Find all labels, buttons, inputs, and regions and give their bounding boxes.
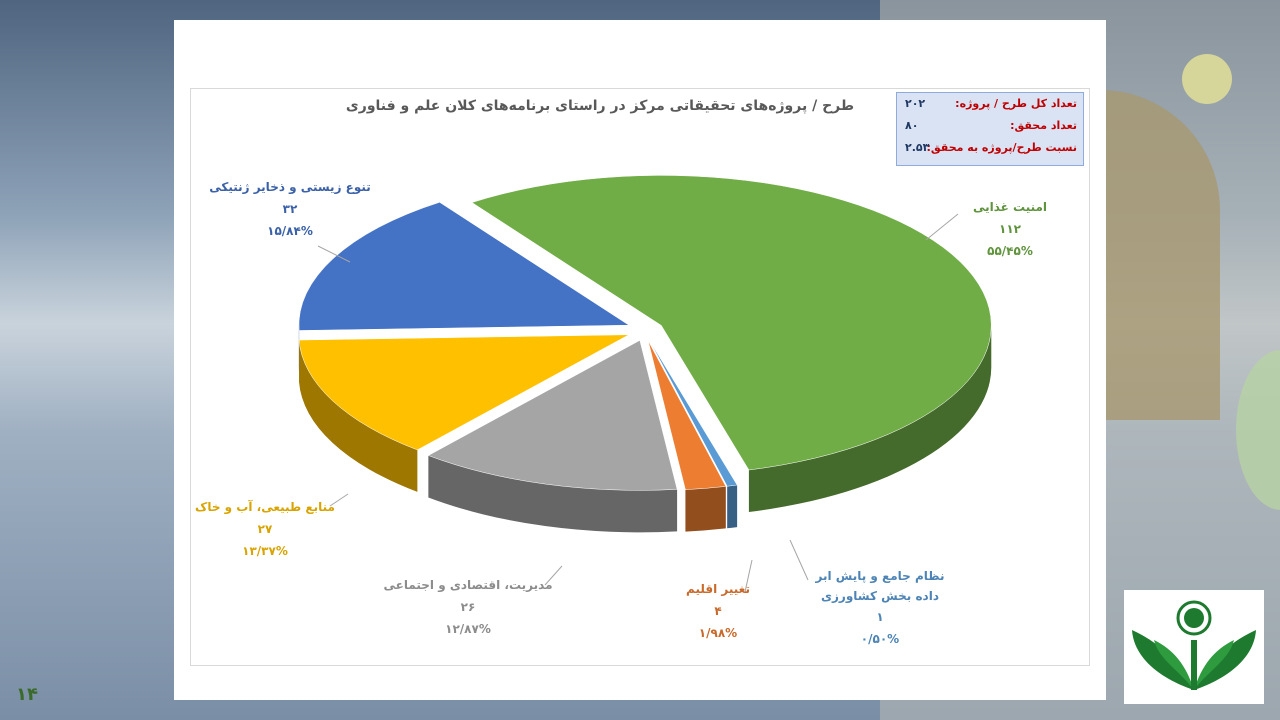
info-label: تعداد کل طرح / پروژه: [955, 97, 1077, 110]
category-label: تنوع زیستی و ذخایر ژنتیکی [209, 180, 371, 194]
slice-side [299, 340, 418, 492]
leader-line [789, 539, 809, 581]
value-label: ۴ [714, 604, 722, 618]
data-label: تنوع زیستی و ذخایر ژنتیکی ۳۲ ۱۵/۸۴% [190, 176, 390, 242]
percent-label: ۱۲/۸۷% [445, 622, 491, 636]
slice-side [428, 455, 678, 533]
info-label: نسبت طرح/پروژه به محقق: [926, 141, 1077, 154]
category-label: منابع طبیعی، آب و خاک [195, 500, 335, 514]
data-label: امنیت غذایی ۱۱۲ ۵۵/۴۵% [910, 196, 1110, 262]
info-value: ۲.۵۳ [905, 141, 930, 154]
chart-frame [190, 88, 1090, 666]
percent-label: ۱۵/۸۴% [267, 224, 313, 238]
category-label: نظام جامع و پایش ابر داده بخش کشاورزی [815, 569, 945, 603]
slice [298, 334, 629, 451]
slice-side [685, 486, 726, 532]
info-box: تعداد کل طرح / پروژه: ۲۰۲ تعداد محقق: ۸۰ ن… [896, 92, 1084, 166]
logo-art [1132, 600, 1256, 690]
percent-label: ۱۳/۳۷% [242, 544, 288, 558]
chart-title: طرح / پروژه‌های تحقیقاتی مرکز در راستای … [345, 98, 855, 114]
leader-line [317, 245, 351, 263]
data-label: تغییر اقلیم ۴ ۱/۹۸% [618, 578, 818, 644]
percent-label: ۵۵/۴۵% [987, 244, 1033, 258]
info-row: تعداد کل طرح / پروژه: ۲۰۲ [897, 97, 1083, 119]
category-label: مدیریت، اقتصادی و اجتماعی [383, 578, 553, 592]
slice [649, 340, 738, 487]
data-label: منابع طبیعی، آب و خاک ۲۷ ۱۳/۳۷% [165, 496, 365, 562]
slice [647, 340, 727, 490]
value-label: ۳۲ [282, 202, 298, 216]
deco-circle [1182, 54, 1232, 104]
slice [471, 175, 992, 471]
slice-side [748, 325, 992, 513]
info-row: نسبت طرح/پروژه به محقق: ۲.۵۳ [897, 141, 1083, 163]
value-label: ۱ [876, 610, 884, 624]
category-label: امنیت غذایی [972, 200, 1048, 214]
leader-line [544, 565, 563, 586]
slice-side [727, 485, 738, 529]
percent-label: ۰/۵۰% [860, 632, 900, 646]
info-value: ۸۰ [905, 119, 919, 132]
value-label: ۲۶ [460, 600, 476, 614]
info-label: تعداد محقق: [1010, 119, 1077, 132]
leader-line [744, 559, 753, 593]
info-value: ۲۰۲ [905, 97, 926, 110]
value-label: ۱۱۲ [999, 222, 1021, 236]
slice [427, 339, 678, 491]
value-label: ۲۷ [257, 522, 273, 536]
percent-label: ۱/۹۸% [698, 626, 738, 640]
info-row: تعداد محقق: ۸۰ [897, 119, 1083, 141]
leader-line [329, 493, 349, 507]
logo [1124, 590, 1264, 704]
leader-line [925, 213, 959, 241]
category-label: تغییر اقلیم [686, 582, 750, 596]
slide-number: ۱۴ [16, 684, 38, 705]
slice [298, 202, 630, 331]
deco-shape [1100, 90, 1220, 420]
data-label: نظام جامع و پایش ابر داده بخش کشاورزی ۱ ۰/… [805, 566, 955, 650]
data-label: مدیریت، اقتصادی و اجتماعی ۲۶ ۱۲/۸۷% [368, 574, 568, 640]
